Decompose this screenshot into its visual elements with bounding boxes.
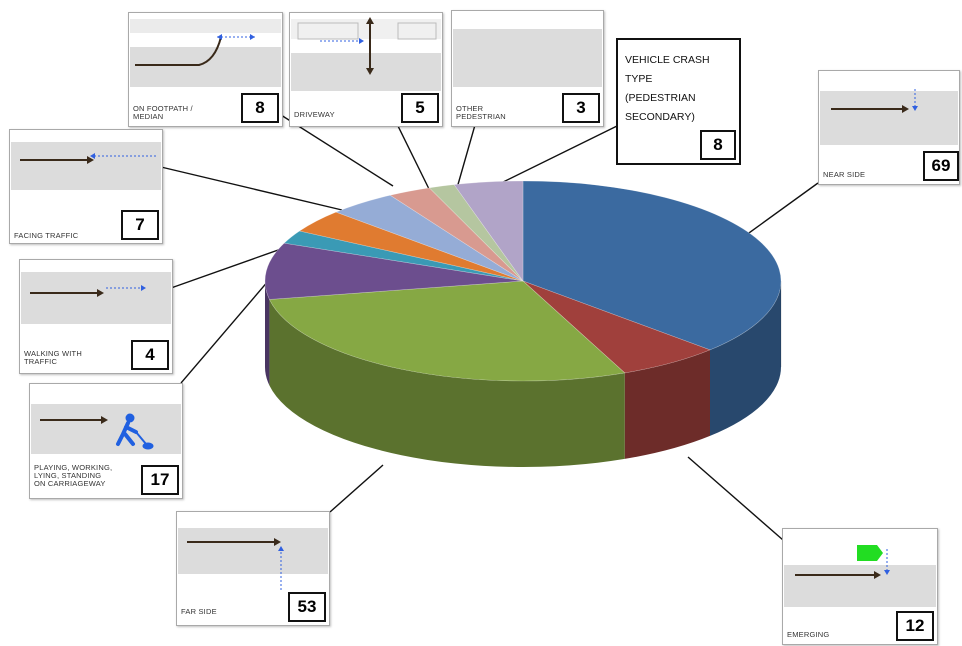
card-playing-working: PLAYING, WORKING, LYING, STANDING ON CAR… <box>29 383 183 499</box>
driveway-diagram <box>297 17 437 75</box>
driveway-count: 5 <box>401 93 439 123</box>
leader-line-emerging <box>687 456 784 541</box>
pie-slice-on-footpath <box>335 194 524 282</box>
pie-sides <box>265 281 782 468</box>
pie-side-emerging <box>624 349 710 459</box>
facing-count: 7 <box>121 210 159 240</box>
leader-line-other-pedestrian <box>456 124 476 189</box>
pie-top <box>264 180 782 382</box>
emerging-count: 12 <box>896 611 934 641</box>
card-emerging: EMERGING 12 <box>782 528 938 645</box>
other-label: OTHER PEDESTRIAN <box>456 104 506 121</box>
leader-line-vehicle-crash-type <box>494 125 618 187</box>
leader-line-driveway <box>397 125 431 192</box>
pie-slice-facing-traffic <box>298 211 524 282</box>
facing-diagram <box>20 153 156 164</box>
card-far-side: FAR SIDE 53 <box>176 511 330 626</box>
pie-side-far-side <box>269 299 625 468</box>
leader-line-near-side <box>741 182 819 239</box>
card-facing-traffic: FACING TRAFFIC 7 <box>9 129 163 244</box>
playing-count: 17 <box>141 465 179 495</box>
emerging-diagram <box>795 545 890 579</box>
walking-diagram <box>30 285 146 297</box>
emerging-label: EMERGING <box>787 630 830 639</box>
vehicle-icon <box>857 545 883 561</box>
vehicle-path-arrow <box>135 36 222 66</box>
pedestrian-digging-icon <box>116 413 154 450</box>
footpath-diagram <box>135 34 255 66</box>
near-side-label: NEAR SIDE <box>823 170 866 179</box>
pie-slice-far-side <box>268 280 626 382</box>
pie-slice-vehicle-crash-type <box>453 180 524 282</box>
card-walking-with-traffic: WALKING WITH TRAFFIC 4 <box>19 259 173 374</box>
walking-label: WALKING WITH TRAFFIC <box>24 349 82 366</box>
legend-count: 8 <box>700 130 736 160</box>
pie-side-near-side <box>709 281 781 436</box>
card-driveway: DRIVEWAY 5 <box>289 12 443 127</box>
pie-slice-walking-with-traffic <box>283 230 524 282</box>
near-side-diagram <box>831 89 918 113</box>
pie-slice-driveway <box>389 187 524 282</box>
playing-label: PLAYING, WORKING, LYING, STANDING ON CAR… <box>34 463 113 488</box>
walking-count: 4 <box>131 340 169 370</box>
legend-box: VEHICLE CRASH TYPE (PEDESTRIAN SECONDARY… <box>616 38 741 165</box>
leader-line-far-side <box>329 464 384 513</box>
footpath-label: ON FOOTPATH / MEDIAN <box>133 104 193 121</box>
leader-line-playing-working <box>180 272 276 384</box>
far-side-label: FAR SIDE <box>181 607 217 616</box>
pie-slice-emerging <box>522 280 711 374</box>
facing-label: FACING TRAFFIC <box>14 231 79 240</box>
near-side-count: 69 <box>923 151 959 181</box>
card-other-pedestrian: OTHER PEDESTRIAN 3 <box>451 10 604 127</box>
card-on-footpath: ON FOOTPATH / MEDIAN 8 <box>128 12 283 127</box>
other-count: 3 <box>562 93 600 123</box>
driveway-label: DRIVEWAY <box>294 110 335 119</box>
chart-title: VEHICLE CRASH TYPE (PEDESTRIAN SECONDARY… <box>625 54 710 123</box>
far-side-diagram <box>187 538 284 592</box>
pie-side-playing-working <box>265 281 270 386</box>
pie-slice-playing-working <box>264 242 524 300</box>
leader-line-facing-traffic <box>160 166 343 211</box>
playing-diagram <box>40 413 154 450</box>
card-near-side: NEAR SIDE 69 <box>818 70 960 185</box>
footpath-count: 8 <box>241 93 279 123</box>
pie-slice-near-side <box>522 180 782 351</box>
pie-slice-other-pedestrian <box>428 184 524 282</box>
far-side-count: 53 <box>288 592 326 622</box>
